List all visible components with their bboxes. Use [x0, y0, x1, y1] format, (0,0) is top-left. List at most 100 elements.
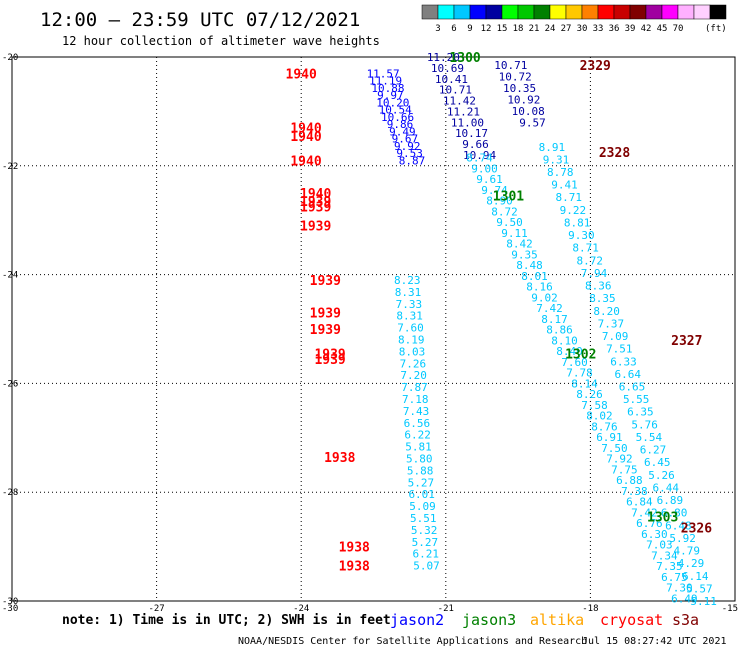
- pass-number-label: 1939: [314, 347, 345, 362]
- wave-height-value: 8.19: [398, 334, 425, 347]
- wave-height-value: 10.92: [507, 93, 540, 106]
- wave-height-value: 7.50: [601, 442, 628, 455]
- wave-height-value: 6.76: [636, 517, 663, 530]
- scale-swatch: [549, 4, 567, 20]
- wave-height-value: 5.27: [408, 476, 435, 489]
- wave-height-value: 5.09: [409, 500, 436, 513]
- scale-tick-label: 39: [625, 24, 636, 34]
- wave-height-value: 9.53: [396, 147, 423, 160]
- chart-title: 12:00 – 23:59 UTC 07/12/2021: [40, 9, 360, 31]
- scale-tick-label: 3: [435, 24, 440, 34]
- wave-height-value: 6.01: [408, 488, 435, 501]
- pass-number-label: 1940: [290, 122, 321, 137]
- wave-height-value: 9.02: [531, 291, 558, 304]
- x-tick-label: -27: [148, 604, 164, 614]
- wave-height-value: 6.65: [619, 380, 646, 393]
- scale-swatch: [453, 4, 471, 20]
- wave-height-value: 11.00: [451, 116, 484, 129]
- legend-note: note: 1) Time is in UTC; 2) SWH is in fe…: [62, 613, 391, 628]
- wave-height-value: 5.81: [405, 441, 432, 454]
- wave-height-value: 8.71: [572, 242, 599, 255]
- y-tick-label: -22: [2, 162, 18, 172]
- legend-item-jason2: jason2: [390, 611, 444, 629]
- color-scale-labels: 3 6 9 12 15 18 21 24 27 30 33 36 39 42 45 70: [435, 24, 683, 34]
- scale-swatch: [485, 4, 503, 20]
- wave-height-value: 5.57: [686, 582, 713, 595]
- wave-height-value: 6.44: [652, 481, 679, 494]
- wave-height-value: 9.11: [501, 227, 528, 240]
- pass-number-label: 1939: [314, 353, 345, 368]
- y-tick-label: -24: [2, 271, 18, 281]
- wave-height-value: 7.58: [581, 399, 608, 412]
- scale-swatch: [629, 4, 647, 20]
- wave-height-value: 6.48: [665, 519, 692, 532]
- wave-height-value: 8.76: [591, 420, 618, 433]
- wave-height-value: 10.66: [381, 111, 414, 124]
- wave-height-value: 10.71: [494, 59, 527, 72]
- wave-height-value: 7.60: [561, 356, 588, 369]
- wave-height-value: 7.43: [403, 405, 430, 418]
- wave-height-value: 8.26: [576, 388, 603, 401]
- scale-swatch: [533, 4, 551, 20]
- wave-height-value: 7.37: [598, 317, 625, 330]
- wave-height-value: 7.03: [646, 539, 673, 552]
- wave-height-value: 8.17: [541, 313, 568, 326]
- wave-height-value: 7.30: [666, 582, 693, 595]
- wave-height-value: 10.17: [455, 127, 488, 140]
- scale-tick-label: 18: [513, 24, 524, 34]
- scale-tick-label: 21: [529, 24, 540, 34]
- pass-number-label: 1940: [290, 154, 321, 169]
- wave-height-value: 8.91: [539, 141, 566, 154]
- wave-height-value: 7.92: [606, 453, 633, 466]
- pass-number-label: 2326: [681, 522, 712, 537]
- wave-height-value: 8.90: [486, 195, 513, 208]
- wave-height-value: 6.56: [404, 417, 431, 430]
- x-tick-label: -21: [438, 604, 454, 614]
- pass-number-label: 1938: [324, 451, 355, 466]
- wave-height-value: 6.89: [657, 494, 684, 507]
- legend-item-altika: altika: [530, 611, 584, 629]
- scale-tick-label: 6: [451, 24, 456, 34]
- pass-number-label: 2328: [599, 146, 630, 161]
- chart-subtitle: 12 hour collection of altimeter wave hei…: [62, 34, 380, 48]
- pass-number-label: 1939: [300, 201, 331, 216]
- scale-tick-label: 70: [673, 24, 684, 34]
- wave-height-value: 9.86: [387, 118, 414, 131]
- wave-height-value: 9.22: [560, 204, 587, 217]
- scale-swatch: [421, 4, 439, 20]
- wave-height-value: 8.81: [564, 216, 591, 229]
- wave-height-value: 6.49: [671, 592, 698, 605]
- wave-height-value: 6.14: [682, 570, 709, 583]
- color-scale-bar: [421, 4, 727, 20]
- wave-height-value: 7.35: [656, 560, 683, 573]
- wave-height-value: 8.23: [394, 274, 421, 287]
- wave-height-value: 10.35: [503, 82, 536, 95]
- wave-height-value: 7.33: [396, 298, 423, 311]
- scale-swatch: [565, 4, 583, 20]
- wave-height-value: 9.74: [481, 184, 508, 197]
- wave-height-value: 9.30: [568, 229, 595, 242]
- pass-number-label: 1939: [310, 307, 341, 322]
- wave-height-value: 8.71: [555, 191, 582, 204]
- wave-height-value: 7.20: [400, 369, 427, 382]
- scale-unit-label: (ft): [705, 24, 727, 34]
- wave-height-value: 11.21: [447, 105, 480, 118]
- scale-tick-label: 12: [481, 24, 492, 34]
- wave-height-value: 10.71: [439, 84, 472, 97]
- y-axis-ticks: -20 -22 -24 -26 -28 -30: [2, 53, 18, 607]
- wave-height-value: 10.94: [463, 149, 496, 162]
- wave-height-value: 11.57: [367, 67, 400, 80]
- wave-height-value: 7.42: [536, 302, 563, 315]
- wave-height-value: 9.31: [543, 153, 570, 166]
- wave-height-value: 9.00: [471, 162, 498, 175]
- scale-tick-label: 27: [561, 24, 572, 34]
- wave-height-value: 7.34: [651, 549, 678, 562]
- wave-height-value: 5.54: [636, 431, 663, 444]
- y-tick-label: -26: [2, 379, 18, 389]
- scale-swatch: [597, 4, 615, 20]
- satellite-legend: jason2 jason3 altika cryosat s3a: [390, 611, 699, 629]
- wave-height-value: 5.32: [411, 524, 438, 537]
- pass-number-label: 1939: [300, 220, 331, 235]
- wave-height-value: 8.86: [546, 324, 573, 337]
